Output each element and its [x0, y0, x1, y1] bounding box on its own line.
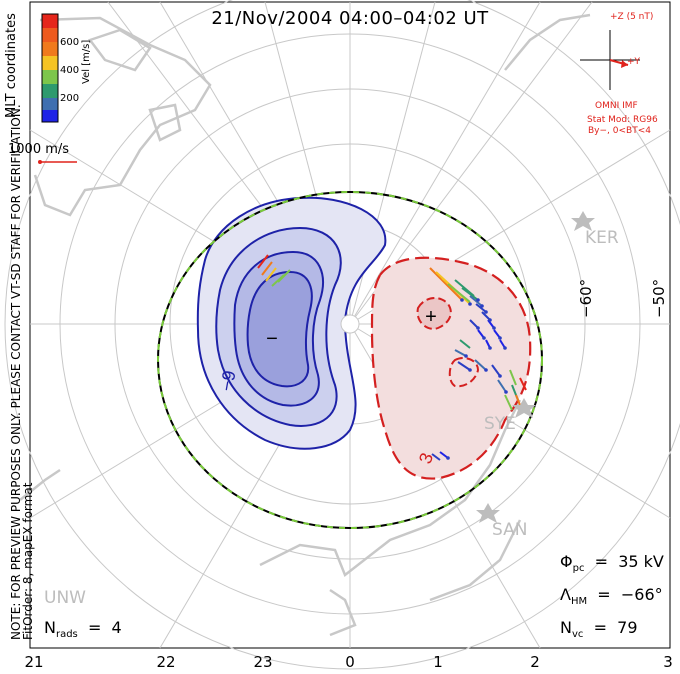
contour-label-neg: −9	[216, 369, 239, 393]
stat-n-rads: Nrads = 4	[44, 618, 122, 641]
colorbar-tick-200: 200	[60, 93, 80, 104]
imf-y-label: +Y	[627, 57, 641, 67]
map-title: 21/Nov/2004 04:00–04:02 UT	[211, 8, 489, 29]
magnetic-pole-marker	[340, 314, 360, 334]
scale-vector	[38, 160, 77, 164]
imf-dial	[580, 30, 640, 90]
mlt-label-2: 2	[530, 653, 540, 671]
colorbar-tick-600: 600	[60, 37, 80, 48]
scale-vector-label: 1000 m/s	[8, 142, 70, 157]
station-sye: SYE	[484, 414, 516, 434]
fit-order-note: FitOrder: 8, mapEX format	[21, 482, 35, 640]
hm-boundary-green	[157, 191, 543, 529]
coastlines	[19, 13, 591, 637]
imf-condition: By−, 0<BT<4	[588, 126, 651, 136]
station-markers	[476, 211, 595, 523]
mlt-label-22: 22	[156, 653, 176, 671]
imf-model: Stat Mod: RG96	[587, 115, 658, 125]
mlt-label-1: 1	[433, 653, 443, 671]
colorbar-title: Vel [m/s]	[81, 39, 92, 84]
svg-text:−: −	[266, 328, 278, 350]
stat-lambda-hm: ΛHM = −66°	[560, 585, 663, 608]
mlt-label-3: 3	[663, 653, 673, 671]
positive-potential-cell: + 3	[370, 256, 532, 480]
imf-z-label: +Z (5 nT)	[610, 12, 654, 22]
mlt-label-23: 23	[253, 653, 273, 671]
colorbar-tick-400: 400	[60, 65, 80, 76]
vector-origins	[446, 298, 508, 460]
stat-n-vc-value: 79	[617, 618, 638, 637]
coordinates-label: MLT coordinates	[4, 13, 19, 118]
stat-phi-pc: Φpc = 35 kV	[560, 552, 664, 575]
latitude-label-50: −50°	[650, 278, 668, 318]
station-unw: UNW	[44, 588, 86, 608]
negative-potential-cell: − −9	[196, 196, 387, 450]
velocity-colorbar	[41, 13, 59, 123]
station-san: SAN	[492, 520, 528, 540]
station-ker: KER	[585, 228, 619, 248]
imf-source: OMNI IMF	[595, 101, 638, 111]
svg-text:+: +	[425, 306, 437, 328]
mlt-label-21: 21	[24, 653, 44, 671]
stat-phi-pc-value: 35 kV	[618, 552, 664, 571]
stat-n-rads-value: 4	[111, 618, 122, 637]
stat-lambda-hm-value: −66°	[620, 585, 663, 604]
mlt-label-0: 0	[345, 653, 355, 671]
latitude-label-60: −60°	[577, 278, 595, 318]
stat-n-vc: Nvc = 79	[560, 618, 638, 641]
